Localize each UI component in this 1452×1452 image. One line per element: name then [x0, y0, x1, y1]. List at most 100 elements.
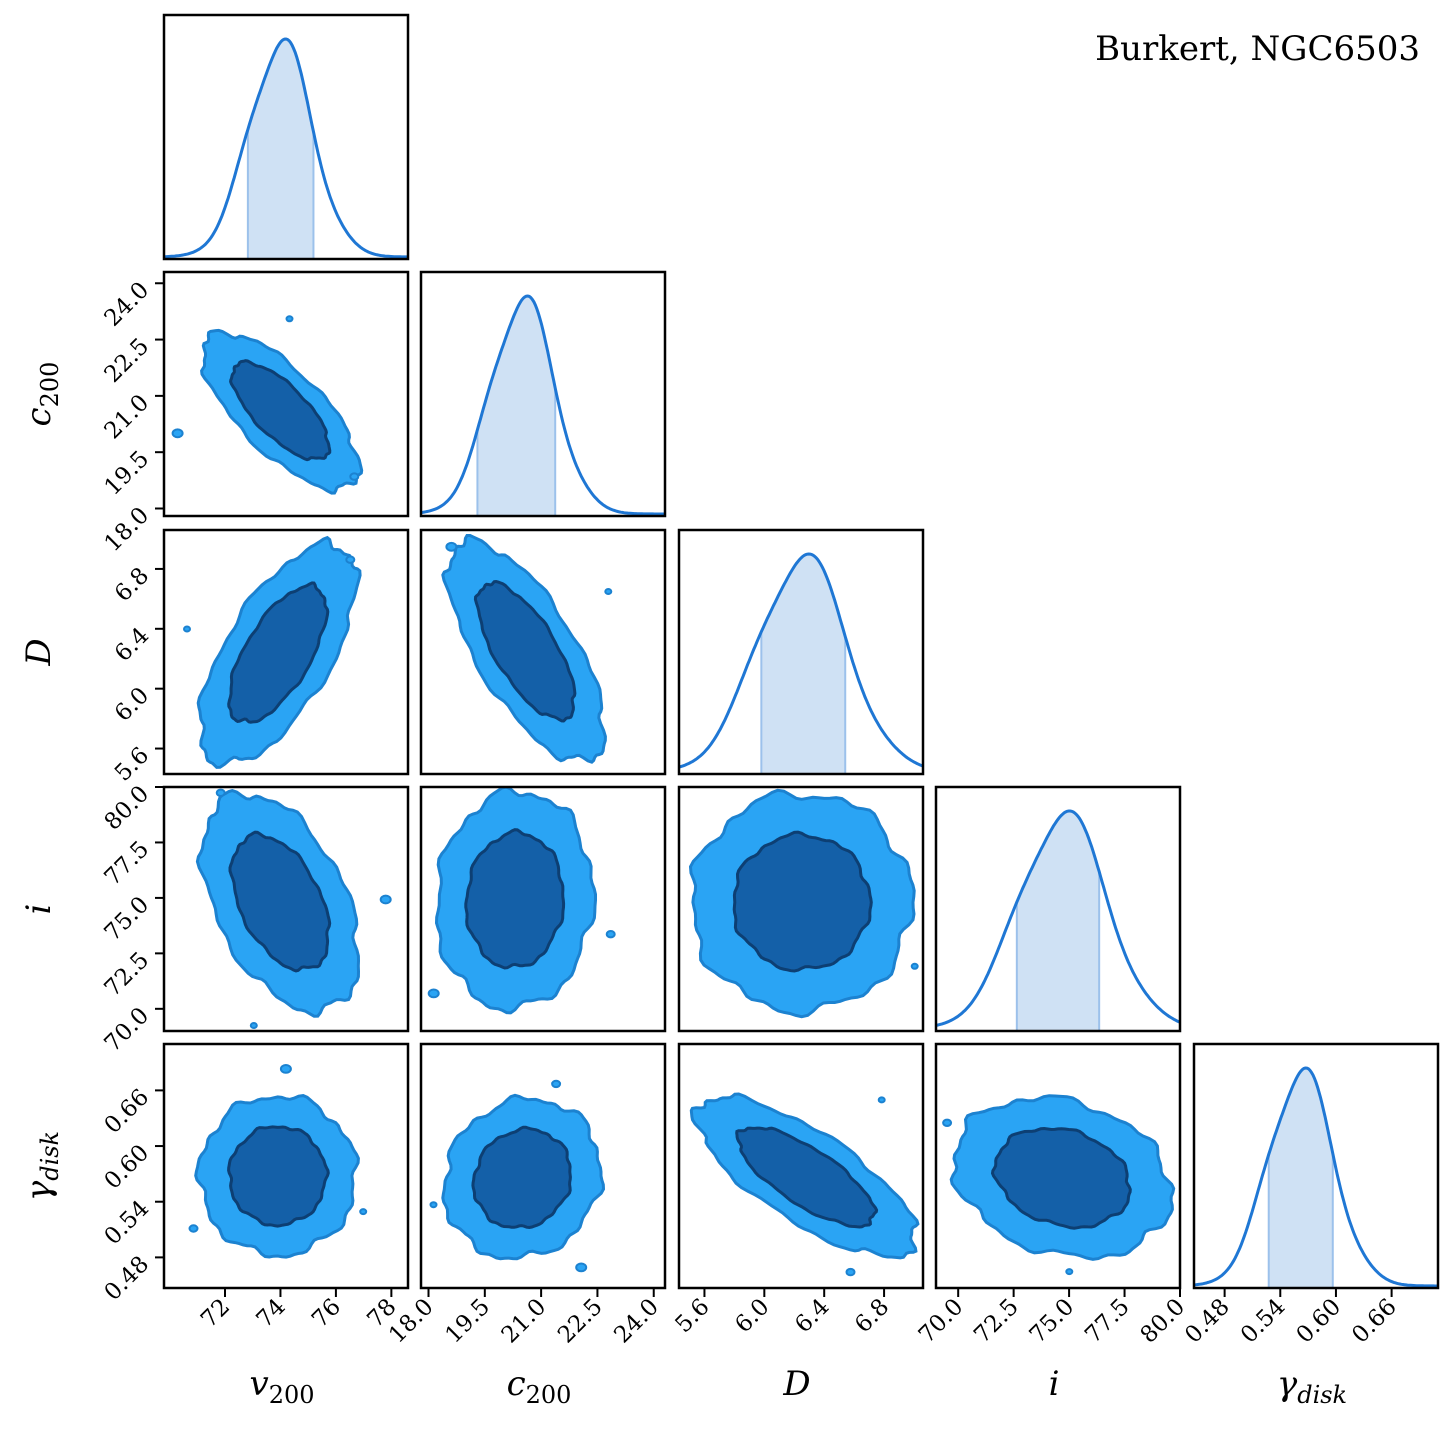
- panel-frame: [934, 1042, 1182, 1290]
- panel-D-D: [677, 528, 925, 776]
- contour-island: [345, 555, 356, 564]
- contour-68-i-gamma_disk: [990, 1126, 1132, 1230]
- x-tick-label-gamma_disk: 0.48: [1180, 1294, 1235, 1349]
- panel-frame: [419, 528, 667, 776]
- marginal-band-i: [1016, 811, 1100, 1031]
- panel-frame: [162, 1042, 410, 1290]
- contour-island: [478, 778, 484, 783]
- x-axis-label-D: D: [782, 1364, 810, 1404]
- panel-i-gamma_disk: 70.0 72.5 75.0 77.5 80.0 i: [914, 1042, 1204, 1404]
- panel-frame: [677, 528, 925, 776]
- x-tick-label-D: 6.8: [850, 1294, 894, 1338]
- contour-island: [605, 930, 616, 939]
- x-tick-label-D: 6.4: [790, 1294, 834, 1338]
- contour-island: [349, 472, 360, 481]
- contour-island: [942, 1118, 953, 1128]
- contour-island: [1194, 1135, 1204, 1143]
- x-tick-label-i: 75.0: [1025, 1294, 1080, 1349]
- contour-island: [551, 1079, 562, 1089]
- panel-i-i: [934, 785, 1182, 1033]
- contour-island: [910, 962, 919, 970]
- y-tick-label-gamma_disk: 0.60: [100, 1140, 155, 1195]
- marginal-curve-v200: [164, 37, 408, 259]
- x-tick-label-i: 72.5: [969, 1294, 1024, 1349]
- marginal-band-c200: [477, 296, 556, 516]
- panel-frame: [677, 785, 925, 1033]
- contour-68-c200-D: [473, 579, 577, 723]
- marginal-band-v200: [247, 39, 314, 259]
- x-tick-label-c200: 24.0: [609, 1294, 664, 1349]
- y-tick-label-c200: 18.0: [100, 502, 155, 557]
- y-tick-label-c200: 24.0: [100, 277, 155, 332]
- plot-title: Burkert, NGC6503: [1095, 29, 1420, 69]
- y-tick-label-D: 6.8: [110, 563, 154, 607]
- contour-island: [679, 956, 680, 961]
- marginal-band-gamma_disk: [1268, 1068, 1333, 1288]
- panel-v200-i: 70.072.575.077.580.0 i: [19, 781, 410, 1058]
- y-tick-label-gamma_disk: 0.54: [100, 1196, 155, 1251]
- x-tick-label-c200: 21.0: [497, 1294, 552, 1349]
- panel-v200-c200: 18.019.521.022.524.0 c200: [19, 270, 410, 557]
- contour-island: [285, 315, 294, 323]
- contour-island: [1065, 1268, 1074, 1276]
- contour-island: [188, 1224, 199, 1233]
- y-tick-label-i: 70.0: [100, 1003, 155, 1058]
- x-axis-label-c200: c200: [507, 1364, 572, 1409]
- panel-frame: [162, 13, 410, 261]
- x-tick-label-v200: 72: [196, 1294, 235, 1333]
- contour-island: [427, 988, 440, 999]
- y-tick-label-i: 80.0: [100, 781, 155, 836]
- contour-68-c200-i: [464, 828, 566, 970]
- marginal-curve-i: [936, 809, 1180, 1027]
- panel-D-i: [677, 785, 925, 1033]
- contour-island: [429, 1201, 438, 1209]
- marginal-curve-gamma_disk: [1194, 1066, 1438, 1288]
- panel-c200-c200: [419, 270, 667, 518]
- y-tick-label-i: 75.0: [100, 892, 155, 947]
- panels-group: 18.019.521.022.524.0c2005.66.06.46.8D70.…: [19, 13, 1440, 1409]
- contour-68-D-gamma_disk: [735, 1126, 879, 1229]
- y-tick-label-D: 6.0: [110, 683, 154, 727]
- y-tick-label-gamma_disk: 0.48: [100, 1251, 155, 1306]
- x-axis-label-gamma_disk: γdisk: [1277, 1364, 1347, 1409]
- panel-c200-gamma_disk: 18.0 19.5 21.0 22.5 24.0 c200: [384, 1042, 667, 1409]
- x-tick-label-v200: 74: [252, 1294, 291, 1333]
- contour-island: [359, 1208, 368, 1216]
- contour-island: [171, 428, 184, 439]
- panel-frame: [162, 270, 410, 518]
- contour-island: [279, 1064, 292, 1074]
- panel-frame: [162, 528, 410, 776]
- y-axis-label-i: i: [19, 904, 59, 915]
- contour-island: [575, 1262, 588, 1273]
- contour-island: [249, 1022, 258, 1029]
- contour-island: [604, 588, 613, 595]
- panel-frame: [934, 785, 1182, 1033]
- contour-island: [183, 625, 191, 633]
- marginal-curve-c200: [421, 294, 665, 516]
- x-tick-label-c200: 22.5: [553, 1294, 608, 1349]
- y-axis-label-D: D: [19, 638, 59, 666]
- x-tick-label-i: 80.0: [1136, 1294, 1191, 1349]
- x-tick-label-gamma_disk: 0.66: [1347, 1294, 1402, 1349]
- y-tick-label-i: 72.5: [100, 947, 155, 1002]
- panel-frame: [162, 785, 410, 1033]
- panel-D-gamma_disk: 5.6 6.0 6.4 6.8 D: [670, 1042, 925, 1404]
- panel-v200-v200: [162, 13, 410, 261]
- contour-68-v200-c200: [229, 359, 332, 462]
- x-tick-label-gamma_disk: 0.60: [1292, 1294, 1347, 1349]
- panel-c200-i: [419, 778, 667, 1033]
- y-tick-label-D: 5.6: [110, 742, 154, 786]
- contour-island: [215, 788, 226, 797]
- x-axis-label-i: i: [1049, 1364, 1060, 1404]
- x-tick-label-D: 5.6: [670, 1294, 714, 1338]
- y-tick-label-c200: 19.5: [100, 446, 155, 501]
- contour-68-c200-gamma_disk: [471, 1125, 572, 1230]
- x-tick-label-D: 6.0: [730, 1294, 774, 1338]
- y-tick-label-c200: 22.5: [100, 333, 155, 388]
- panel-frame: [677, 1042, 925, 1290]
- x-tick-label-i: 70.0: [914, 1294, 969, 1349]
- contour-68-v200-i: [228, 830, 332, 973]
